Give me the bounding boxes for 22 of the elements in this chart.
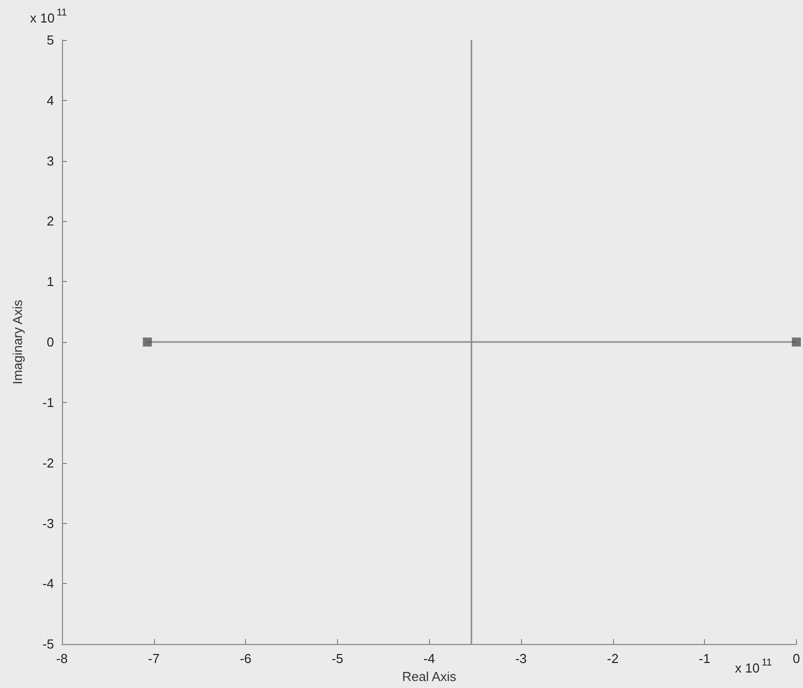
x-tick-label: -4 bbox=[423, 651, 435, 666]
y-tick-label: 5 bbox=[46, 32, 54, 48]
y-tick-label: -4 bbox=[42, 576, 54, 592]
x-tick-label: -2 bbox=[607, 651, 619, 666]
y-tick-label: 0 bbox=[46, 334, 54, 350]
x-tick-label: 0 bbox=[792, 651, 800, 666]
x-tick-label: -6 bbox=[240, 651, 252, 666]
y-tick-label: -2 bbox=[42, 455, 54, 470]
x-axis-title: Real Axis bbox=[402, 669, 457, 684]
y-tick-label: 2 bbox=[46, 214, 54, 229]
y-tick-label: 3 bbox=[46, 153, 54, 168]
y-axis-title: Imaginary Axis bbox=[10, 299, 25, 384]
x-tick-label: -3 bbox=[515, 651, 527, 666]
y-tick-label: 4 bbox=[46, 92, 54, 108]
x-tick-label: -7 bbox=[148, 651, 160, 666]
x-tick-label: -1 bbox=[698, 651, 710, 666]
y-tick-label: -1 bbox=[42, 394, 54, 410]
y-tick-label: -5 bbox=[42, 636, 54, 652]
x-tick-label: -8 bbox=[56, 651, 68, 666]
y-tick-label: -3 bbox=[42, 516, 54, 531]
x-tick-label: -5 bbox=[332, 651, 344, 666]
y-tick-label: 1 bbox=[46, 274, 54, 290]
